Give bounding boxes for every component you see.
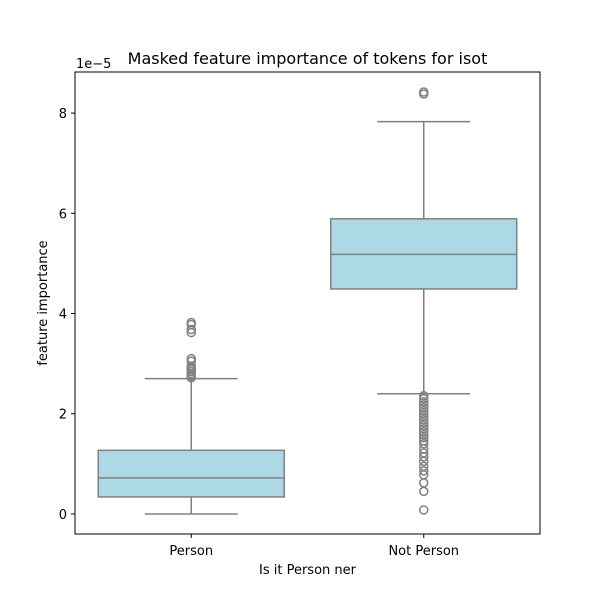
outlier-point: [419, 402, 429, 413]
y-tick-label: 0: [59, 508, 67, 523]
outlier-point: [419, 505, 429, 515]
y-tick-label: 6: [59, 207, 67, 222]
outlier-point: [419, 466, 429, 476]
outlier-point: [419, 411, 429, 422]
x-tick-label: Person: [169, 544, 213, 559]
y-tick-label: 4: [59, 308, 67, 323]
outlier-point: [186, 353, 196, 364]
outlier-point: [419, 408, 429, 419]
outlier-point: [419, 439, 429, 449]
outlier-point: [419, 390, 429, 401]
outlier-point: [186, 324, 196, 335]
outlier-point: [419, 396, 429, 407]
chart-title: Masked feature importance of tokens for …: [128, 49, 488, 68]
outlier-point: [419, 430, 429, 440]
outlier-point: [419, 427, 429, 437]
outlier-point: [419, 415, 429, 425]
y-axis-scale-label: 1e−5: [76, 57, 111, 72]
plot-frame: [74, 71, 541, 535]
y-tick-label: 8: [59, 107, 67, 122]
outlier-point: [419, 399, 429, 410]
outlier-point: [419, 478, 429, 488]
box-group: [97, 317, 285, 515]
x-axis-label: Is it Person ner: [259, 563, 357, 578]
outlier-point: [419, 452, 429, 462]
outlier-point: [419, 424, 429, 434]
outlier-point: [419, 405, 429, 416]
outlier-point: [186, 317, 196, 328]
y-tick-label: 2: [59, 408, 67, 423]
y-axis-label: feature importance: [36, 240, 51, 365]
x-tick-label: Not Person: [388, 544, 459, 559]
outlier-point: [419, 87, 429, 97]
plot-area: [97, 87, 518, 515]
box-group: [330, 87, 518, 515]
outlier-point: [419, 421, 429, 431]
outlier-point: [419, 433, 429, 443]
outlier-point: [419, 486, 429, 497]
outlier-point: [419, 418, 429, 428]
outlier-point: [419, 456, 429, 467]
outlier-point: [419, 393, 429, 404]
iqr-box: [97, 449, 285, 498]
